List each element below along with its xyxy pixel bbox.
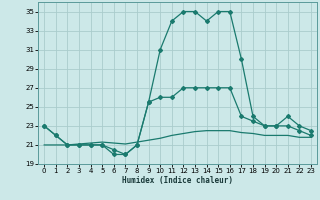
- X-axis label: Humidex (Indice chaleur): Humidex (Indice chaleur): [122, 176, 233, 185]
